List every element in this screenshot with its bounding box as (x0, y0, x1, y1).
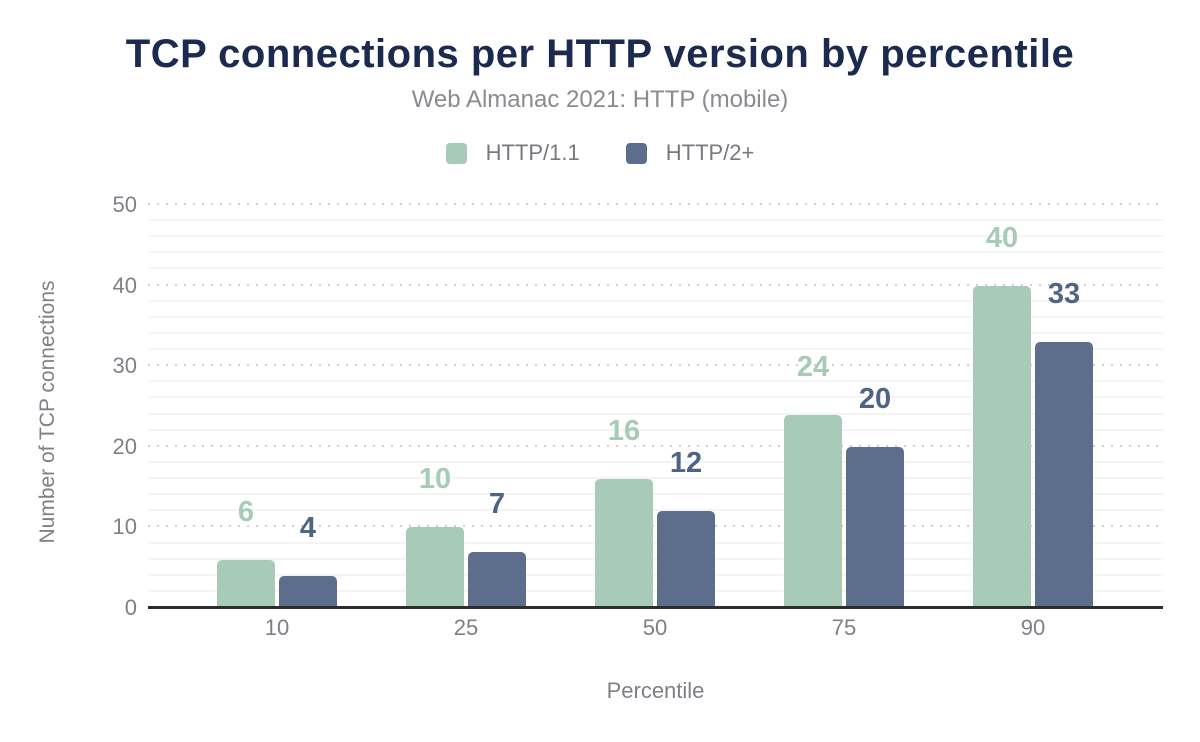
gridline-minor (148, 348, 1163, 351)
gridline-minor (148, 493, 1163, 496)
bar-http11-p50 (595, 479, 653, 608)
x-tick-25: 25 (453, 615, 479, 640)
x-axis-tick-labels: 10 25 50 75 90 (148, 615, 1163, 641)
bar-value-label: 7 (488, 487, 506, 520)
y-tick-20: 20 (112, 433, 137, 459)
y-tick-30: 30 (112, 353, 137, 379)
chart-subtitle: Web Almanac 2021: HTTP (mobile) (411, 86, 789, 113)
y-axis-tick-labels: 0 10 20 30 40 50 (0, 192, 137, 620)
gridline-minor (148, 267, 1163, 270)
gridline-minor (148, 589, 1163, 592)
gridline-minor (148, 219, 1163, 222)
y-tick-40: 40 (112, 272, 137, 298)
gridline-minor (148, 541, 1163, 544)
bar-http2-p90 (1035, 342, 1093, 608)
bar-value-label: 20 (858, 382, 892, 415)
chart-title: TCP connections per HTTP version by perc… (125, 32, 1075, 76)
gridline-minor (148, 428, 1163, 431)
bar-http2-p75 (846, 446, 904, 608)
bar-http11-p75 (784, 414, 842, 608)
gridline-minor (148, 412, 1163, 415)
legend-label: HTTP/1.1 (485, 140, 580, 165)
gridline-major (148, 444, 1163, 447)
bar-value-label: 33 (1047, 278, 1081, 311)
gridline-minor (148, 557, 1163, 560)
bar-value-label: 6 (237, 495, 255, 528)
gridline-minor (148, 380, 1163, 383)
gridline-minor (148, 460, 1163, 463)
bar-http2-p25 (468, 551, 526, 608)
bar-value-label: 12 (669, 447, 703, 480)
y-tick-10: 10 (112, 514, 137, 540)
gridline-minor (148, 509, 1163, 512)
bar-value-label: 10 (418, 463, 452, 496)
bar-value-label: 4 (299, 511, 317, 544)
x-axis-title: Percentile (606, 678, 705, 703)
gridline-minor (148, 573, 1163, 576)
gridline-major (148, 203, 1163, 205)
legend-item-http2: HTTP/2+ (625, 140, 755, 165)
gridline-minor (148, 299, 1163, 302)
bar-value-label: 24 (796, 350, 830, 383)
gridline-minor (148, 396, 1163, 399)
bar-http11-p25 (406, 527, 464, 608)
gridline-major (148, 283, 1163, 286)
legend: HTTP/1.1 HTTP/2+ (0, 140, 1200, 166)
gridline-major (148, 364, 1163, 367)
legend-label: HTTP/2+ (665, 140, 755, 165)
bar-value-label: 16 (607, 415, 641, 448)
y-tick-0: 0 (124, 595, 137, 620)
legend-swatch-icon (445, 142, 467, 164)
legend-swatch-icon (625, 142, 647, 164)
y-tick-50: 50 (112, 192, 137, 217)
x-tick-10: 10 (264, 615, 290, 640)
gridline-minor (148, 477, 1163, 480)
bar-http2-p10 (279, 575, 337, 608)
x-tick-90: 90 (1020, 615, 1046, 640)
gridline-minor (148, 315, 1163, 318)
gridline-minor (148, 331, 1163, 334)
legend-item-http11: HTTP/1.1 (445, 140, 580, 165)
x-tick-75: 75 (831, 615, 857, 640)
gridline-minor (148, 251, 1163, 254)
gridline-major (148, 525, 1163, 528)
bar-value-label: 40 (985, 221, 1019, 254)
plot-area: 6 10 16 24 40 4 7 12 20 33 (148, 195, 1163, 609)
bar-http11-p90 (973, 285, 1031, 608)
gridline-minor (148, 235, 1163, 238)
x-axis-line (148, 606, 1163, 609)
x-tick-50: 50 (642, 615, 668, 640)
bar-http11-p10 (217, 559, 275, 608)
bar-http2-p50 (657, 511, 715, 608)
